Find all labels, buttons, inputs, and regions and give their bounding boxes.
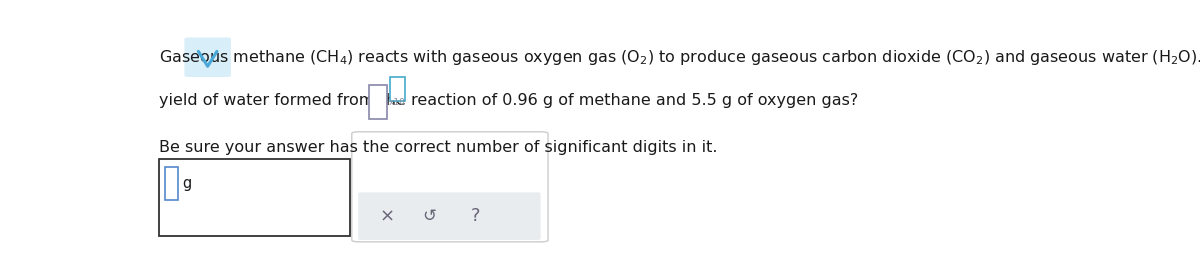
Text: Gaseous methane $\left(\mathrm{CH}_4\right)$ reacts with gaseous oxygen gas $\le: Gaseous methane $\left(\mathrm{CH}_4\rig… xyxy=(160,48,1200,67)
Text: ×: × xyxy=(379,207,395,225)
FancyBboxPatch shape xyxy=(185,37,230,77)
FancyBboxPatch shape xyxy=(359,192,541,240)
Text: x10: x10 xyxy=(389,98,406,107)
Text: ?: ? xyxy=(470,207,480,225)
Text: ↺: ↺ xyxy=(422,207,436,225)
Bar xyxy=(390,77,404,101)
Text: g: g xyxy=(182,176,192,191)
FancyBboxPatch shape xyxy=(352,132,548,242)
Bar xyxy=(164,166,178,200)
Text: Be sure your answer has the correct number of significant digits in it.: Be sure your answer has the correct numb… xyxy=(160,140,718,155)
Bar xyxy=(160,159,350,236)
Text: yield of water formed from the reaction of 0.96 g of methane and 5.5 g of oxygen: yield of water formed from the reaction … xyxy=(160,93,858,108)
Bar xyxy=(368,86,388,119)
